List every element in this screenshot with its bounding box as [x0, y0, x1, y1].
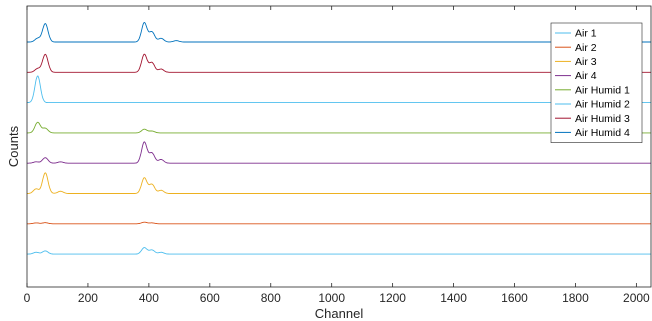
legend-label-air-humid-4: Air Humid 4 — [575, 127, 630, 139]
x-tick-label: 1800 — [562, 291, 589, 305]
y-axis-label: Counts — [6, 125, 21, 167]
legend-label-air-3: Air 3 — [575, 56, 597, 68]
legend-label-air-2: Air 2 — [575, 42, 597, 54]
legend-label-air-humid-3: Air Humid 3 — [575, 113, 630, 125]
x-axis-label: Channel — [315, 306, 364, 321]
x-tick-label: 1200 — [379, 291, 406, 305]
x-tick-label: 400 — [139, 291, 159, 305]
x-ticks: 0 200 400 600 800 1000 1200 1400 1600 1800 2000 — [24, 6, 650, 305]
x-tick-label: 2000 — [623, 291, 650, 305]
x-tick-label: 1600 — [501, 291, 528, 305]
x-tick-label: 200 — [78, 291, 98, 305]
legend-label-air-humid-1: Air Humid 1 — [575, 84, 630, 96]
legend-entries: Air 1 Air 2 Air 3 Air 4 Air Humid 1 Air Humid… — [555, 28, 630, 139]
legend-label-air-1: Air 1 — [575, 28, 597, 40]
legend-box — [550, 22, 643, 143]
trace-air-humid-3 — [27, 53, 651, 73]
x-tick-label: 1400 — [440, 291, 467, 305]
legend-label-air-4: Air 4 — [575, 70, 597, 82]
x-tick-label: 600 — [200, 291, 220, 305]
trace-air-2 — [27, 221, 651, 225]
traces-layer — [27, 22, 651, 255]
trace-air-humid-2 — [27, 75, 651, 104]
trace-air-humid-4 — [27, 22, 651, 43]
legend: Air 1 Air 2 Air 3 Air 4 Air Humid 1 Air Humid… — [550, 22, 643, 143]
trace-air-3 — [27, 172, 651, 194]
trace-air-1 — [27, 247, 651, 255]
x-tick-label: 1000 — [318, 291, 345, 305]
trace-air-humid-1 — [27, 121, 651, 134]
legend-label-air-humid-2: Air Humid 2 — [575, 99, 630, 111]
x-tick-label: 0 — [24, 291, 31, 305]
x-tick-label: 800 — [261, 291, 281, 305]
plot-frame — [26, 5, 652, 288]
trace-air-4 — [27, 141, 651, 164]
